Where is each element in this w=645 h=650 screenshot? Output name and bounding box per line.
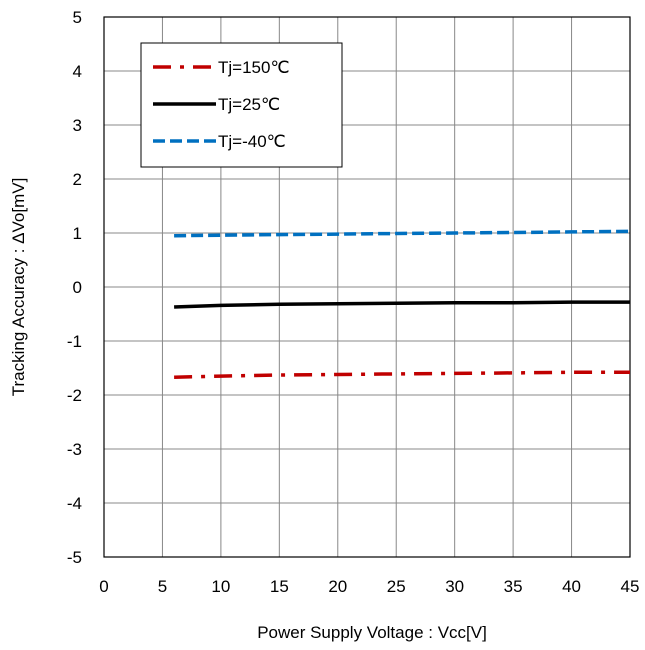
series-line-1 [174,300,630,309]
y-tick-labels: -5 -4 -3 -2 -1 0 1 2 3 4 5 [67,8,82,567]
plot-frame [103,16,631,558]
legend-label-0: Tj=150℃ [218,58,290,77]
y-tick-label: 3 [73,116,82,135]
x-tick-label: 0 [99,577,108,596]
y-tick-label: 4 [73,62,82,81]
x-tick-label: 5 [158,577,167,596]
legend: Tj=150℃ Tj=25℃ Tj=-40℃ [140,42,343,168]
y-tick-label: 1 [73,224,82,243]
legend-label-1: Tj=25℃ [218,95,280,114]
y-tick-label: 2 [73,170,82,189]
y-tick-label: -2 [67,386,82,405]
series-line-0 [174,370,630,379]
y-axis-label: Tracking Accuracy : ΔVo[mV] [9,178,28,397]
x-axis-label: Power Supply Voltage : Vcc[V] [257,623,487,642]
x-tick-label: 15 [270,577,289,596]
x-tick-label: 10 [211,577,230,596]
y-tick-label: -4 [67,494,82,513]
x-tick-labels: 0 5 10 15 20 25 30 35 40 45 [99,577,639,596]
legend-label-2: Tj=-40℃ [218,132,286,151]
x-tick-label: 25 [387,577,406,596]
series-line-2 [174,229,631,238]
x-tick-label: 45 [621,577,640,596]
x-tick-label: 40 [562,577,581,596]
x-tick-label: 20 [328,577,347,596]
y-tick-label: -3 [67,440,82,459]
series-layer [174,229,631,379]
y-tick-label: 0 [73,278,82,297]
x-tick-label: 30 [445,577,464,596]
y-tick-label: 5 [73,8,82,27]
y-tick-label: -1 [67,332,82,351]
y-tick-label: -5 [67,548,82,567]
x-tick-label: 35 [504,577,523,596]
